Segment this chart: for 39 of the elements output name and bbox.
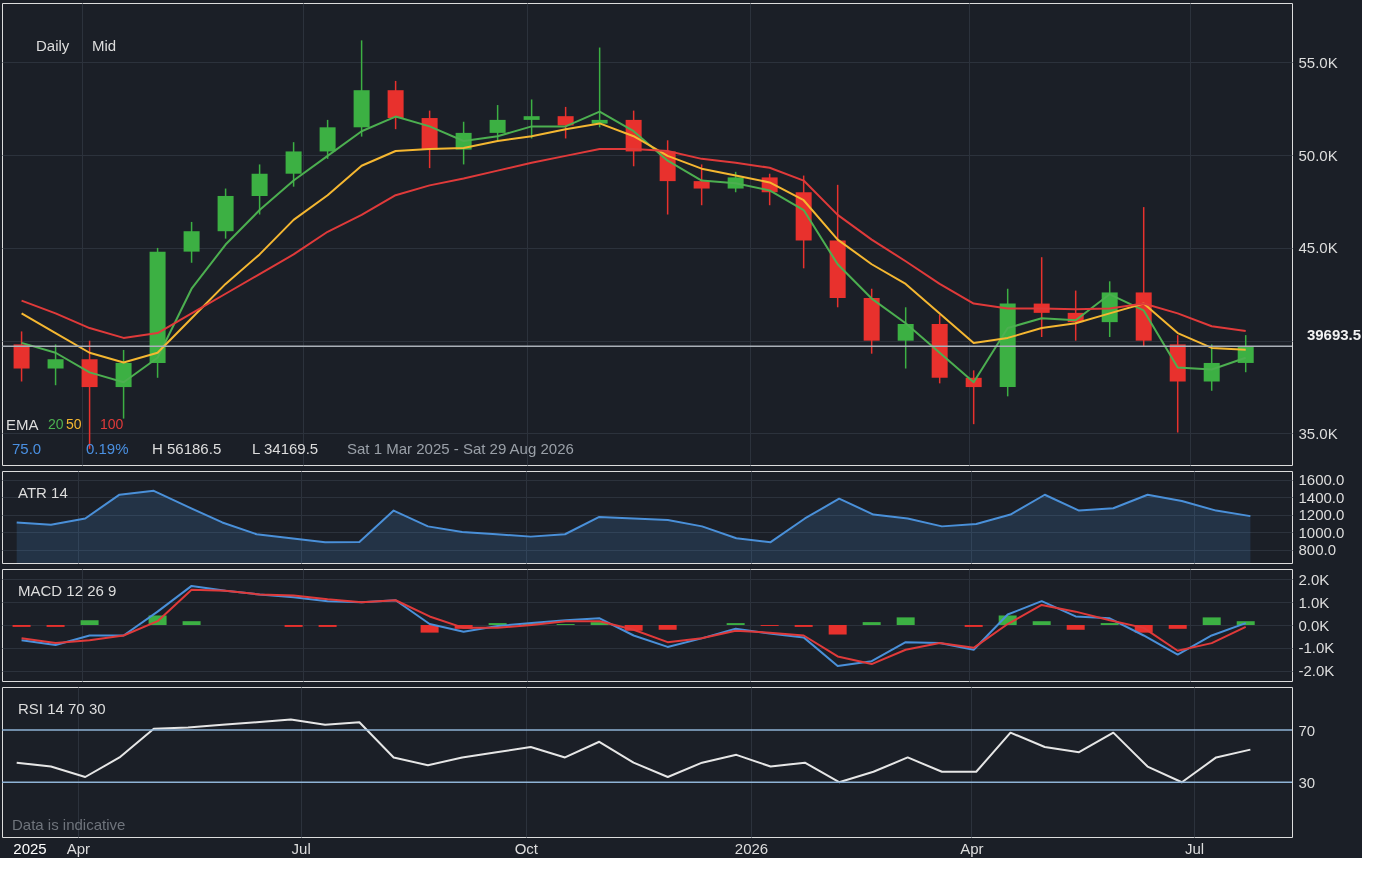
text: ATR 14 — [18, 484, 68, 501]
y-tick-label: -2.0K — [1298, 662, 1335, 680]
text: 2025 — [13, 840, 47, 857]
y-tick-label: -1.0K — [1298, 639, 1335, 657]
x-tick-label: Apr — [66, 839, 91, 857]
y-tick-label: 55.0K — [1298, 53, 1338, 71]
x-tick-label: Jul — [291, 839, 311, 857]
text: 100 — [100, 416, 124, 432]
text: 50 — [66, 416, 82, 432]
text: MACD 12 26 9 — [18, 582, 117, 599]
annotation: Mid — [92, 37, 117, 54]
y-tick-label: 800.0 — [1298, 541, 1337, 559]
y-tick-label: 1400.0 — [1298, 488, 1345, 506]
y-tick-label: 2.0K — [1298, 570, 1330, 588]
text: RSI 14 70 30 — [18, 700, 106, 717]
y-tick-label: 50.0K — [1298, 146, 1338, 164]
x-tick-label: Oct — [514, 839, 539, 857]
y-tick-label: 1.0K — [1298, 593, 1330, 611]
y-tick-label: 1000.0 — [1298, 523, 1345, 541]
annotation: 0.19% — [86, 440, 129, 457]
y-tick-label: 70 — [1298, 721, 1316, 739]
y-tick-label: 30 — [1298, 773, 1316, 791]
y-tick-label: 45.0K — [1298, 239, 1338, 257]
y-tick-label: 1200.0 — [1298, 506, 1345, 524]
y-tick-label: 35.0K — [1298, 424, 1338, 442]
annotation: Sat 1 Mar 2025 - Sat 29 Aug 2026 — [347, 440, 574, 457]
x-tick-label: Jul — [1184, 839, 1205, 857]
annotation: H 56186.5 — [152, 440, 222, 457]
annotation: 75.0 — [12, 440, 42, 457]
x-tick-label: Apr — [960, 839, 984, 857]
text: 20 — [48, 416, 64, 432]
ref-line-label: 39693.5 — [1306, 326, 1362, 344]
y-tick-label: 1600.0 — [1298, 471, 1345, 489]
annotation: L 34169.5 — [252, 440, 319, 457]
legend-title: EMA — [6, 416, 39, 433]
y-tick-label: 0.0K — [1298, 616, 1330, 634]
annotation: Data is indicative — [12, 816, 126, 833]
x-tick-label: 2026 — [734, 839, 769, 857]
annotation: Daily — [36, 37, 70, 54]
